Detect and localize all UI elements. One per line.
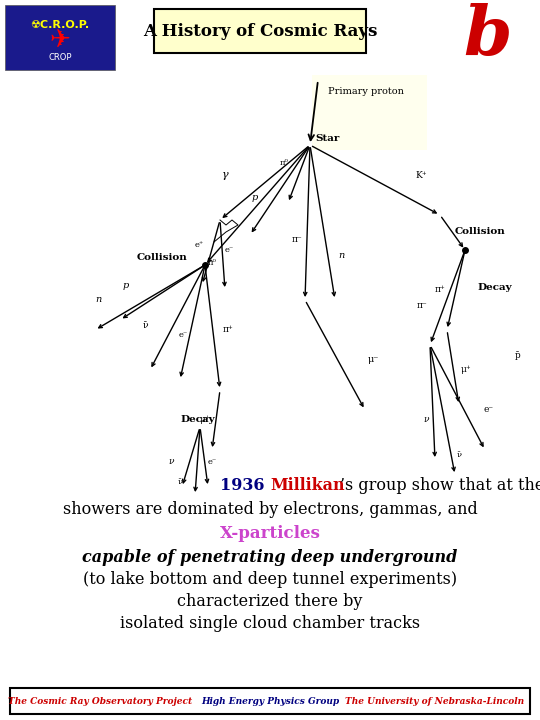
Text: High Energy Physics Group: High Energy Physics Group xyxy=(201,696,339,706)
Bar xyxy=(430,5,535,70)
Bar xyxy=(312,75,427,150)
Text: μ⁺: μ⁺ xyxy=(200,415,211,425)
Text: e⁻: e⁻ xyxy=(179,331,188,339)
Text: μ⁻: μ⁻ xyxy=(368,356,380,364)
Text: characterized there by: characterized there by xyxy=(177,593,363,610)
Text: n: n xyxy=(338,251,345,259)
FancyBboxPatch shape xyxy=(154,9,366,53)
Text: μ⁺: μ⁺ xyxy=(461,366,471,374)
Text: π⁻: π⁻ xyxy=(292,235,303,245)
Text: CROP: CROP xyxy=(48,53,72,62)
Text: Millikan: Millikan xyxy=(270,477,345,493)
Text: K⁺: K⁺ xyxy=(415,171,427,179)
Text: π⁺: π⁺ xyxy=(435,286,445,294)
Text: e⁺: e⁺ xyxy=(195,241,204,249)
Text: n: n xyxy=(95,295,102,305)
Text: π⁺: π⁺ xyxy=(223,325,234,335)
Text: capable of penetrating deep underground: capable of penetrating deep underground xyxy=(82,549,458,565)
Text: Primary proton: Primary proton xyxy=(328,88,404,96)
Text: π⁰: π⁰ xyxy=(208,259,217,267)
Text: Collision: Collision xyxy=(455,228,506,236)
Text: e⁻: e⁻ xyxy=(483,405,493,415)
Text: The University of Nebraska-Lincoln: The University of Nebraska-Lincoln xyxy=(346,696,524,706)
Text: e⁻: e⁻ xyxy=(208,458,217,466)
Text: The Cosmic Ray Observatory Project: The Cosmic Ray Observatory Project xyxy=(8,696,192,706)
Text: Collision: Collision xyxy=(137,253,188,261)
Text: Decay: Decay xyxy=(180,415,214,425)
Text: X-particles: X-particles xyxy=(220,524,320,541)
Text: p: p xyxy=(123,281,129,289)
Text: isolated single cloud chamber tracks: isolated single cloud chamber tracks xyxy=(120,614,420,631)
Text: b: b xyxy=(464,4,512,71)
Text: (to lake bottom and deep tunnel experiments): (to lake bottom and deep tunnel experime… xyxy=(83,570,457,588)
Text: ν̄: ν̄ xyxy=(143,320,148,330)
Text: ’s group show that at the earth’s surface: ’s group show that at the earth’s surfac… xyxy=(340,477,540,493)
Text: 1936: 1936 xyxy=(220,477,270,493)
Bar xyxy=(5,5,115,70)
Text: p: p xyxy=(252,192,258,202)
Text: ν: ν xyxy=(423,415,429,425)
Text: ν̄: ν̄ xyxy=(178,478,183,486)
Text: π⁻: π⁻ xyxy=(417,300,428,310)
Text: Star: Star xyxy=(315,134,339,143)
Text: Decay: Decay xyxy=(477,284,511,292)
Text: ☢C.R.O.P.: ☢C.R.O.P. xyxy=(30,20,90,30)
Text: ν̄: ν̄ xyxy=(457,451,462,459)
Text: showers are dominated by electrons, gammas, and: showers are dominated by electrons, gamm… xyxy=(63,500,477,518)
Text: π⁰: π⁰ xyxy=(280,159,289,167)
Text: A History of Cosmic Rays: A History of Cosmic Rays xyxy=(143,22,377,40)
Text: e⁻: e⁻ xyxy=(225,246,234,254)
Text: p̄: p̄ xyxy=(515,351,521,359)
Text: ✈: ✈ xyxy=(50,28,71,52)
Text: ν: ν xyxy=(168,457,173,467)
Bar xyxy=(10,688,530,714)
Text: γ: γ xyxy=(222,170,228,180)
